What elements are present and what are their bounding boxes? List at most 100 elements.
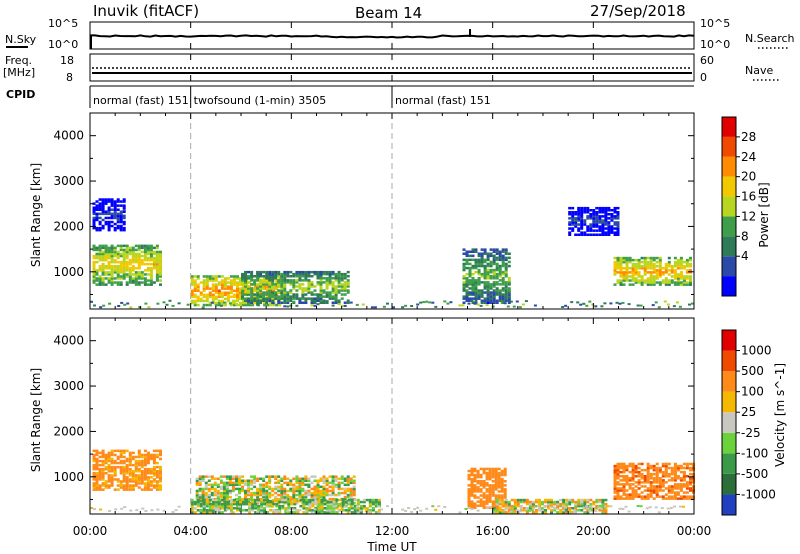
heatmap-cell (577, 509, 581, 512)
heatmap-cell (287, 504, 291, 508)
heatmap-cell (274, 275, 278, 278)
heatmap-cell (214, 509, 218, 512)
heatmap-cell (236, 277, 239, 280)
heatmap-cell (292, 489, 296, 493)
heatmap-cell (301, 483, 305, 487)
heatmap-cell (119, 220, 123, 224)
heatmap-cell (125, 465, 129, 469)
heatmap-cell (637, 470, 641, 474)
heatmap-cell (211, 297, 215, 301)
heatmap-cell (301, 295, 305, 298)
heatmap-cell (646, 487, 650, 490)
heatmap-cell (589, 215, 593, 218)
heatmap-cell (265, 481, 269, 485)
heatmap-cell (223, 291, 227, 294)
heatmap-cell (125, 256, 129, 260)
heatmap-cell (104, 200, 108, 203)
heatmap-cell (344, 500, 348, 504)
heatmap-cell (152, 449, 156, 453)
heatmap-cell (205, 293, 209, 297)
heatmap-cell (504, 266, 508, 270)
heatmap-cell (328, 481, 332, 485)
heatmap-cell (229, 509, 233, 512)
heatmap-cell (110, 271, 114, 274)
heatmap-cell (289, 283, 293, 286)
heatmap-cell (140, 474, 144, 477)
heatmap-cell (340, 507, 344, 510)
heatmap-cell (331, 493, 335, 497)
heatmap-cell (500, 477, 504, 481)
heatmap-cell (256, 279, 260, 282)
heatmap-cell (331, 270, 335, 274)
heatmap-cell (504, 504, 508, 508)
heatmap-cell (483, 285, 487, 288)
heatmap-cell (244, 479, 247, 482)
heatmap-cell (528, 507, 532, 510)
heatmap-cell (202, 275, 206, 278)
heatmap-cell (107, 206, 111, 209)
heatmap-cell (128, 453, 132, 457)
heatmap-cell (113, 267, 117, 270)
heatmap-cell (652, 269, 656, 272)
heatmap-cell (613, 487, 617, 490)
heatmap-cell (104, 267, 108, 270)
heatmap-cell (489, 287, 493, 290)
heatmap-cell (146, 461, 150, 465)
heatmap-cell (241, 272, 244, 276)
heatmap-cell (110, 273, 114, 276)
heatmap-cell (649, 477, 653, 480)
heatmap-cell (568, 223, 572, 226)
heatmap-cell (507, 260, 511, 264)
heatmap-cell (232, 502, 236, 506)
heatmap-cell (216, 493, 220, 497)
heatmap-cell (262, 491, 266, 495)
heatmap-cell (128, 470, 132, 473)
heatmap-cell (538, 498, 541, 502)
heatmap-cell (689, 487, 692, 490)
heatmap-cell (159, 256, 162, 260)
heatmap-cell (616, 493, 620, 496)
heatmap-cell (277, 301, 281, 304)
heatmap-cell (598, 509, 602, 512)
heatmap-cell (485, 304, 489, 307)
heatmap-cell (251, 509, 255, 512)
heatmap-cell (640, 277, 644, 280)
heatmap-cell (93, 304, 96, 307)
heatmap-cell (661, 479, 665, 482)
heatmap-cell (689, 256, 692, 260)
heatmap-cell (673, 283, 677, 286)
heatmap-cell (595, 225, 599, 228)
heatmap-cell (468, 281, 472, 284)
heatmap-cell (241, 283, 244, 286)
heatmap-cell (655, 260, 659, 264)
heatmap-cell (610, 229, 614, 232)
heatmap-cell (471, 272, 475, 276)
heatmap-cell (600, 507, 604, 510)
heatmap-cell (217, 295, 221, 299)
heatmap-cell (254, 502, 258, 506)
heatmap-cell (349, 493, 353, 497)
heatmap-cell (295, 281, 299, 284)
heatmap-cell (673, 256, 677, 260)
heatmap-cell (317, 502, 321, 506)
heatmap-cell (266, 285, 270, 288)
heatmap-cell (134, 281, 138, 284)
heatmap-cell (495, 266, 499, 270)
heatmap-cell (159, 254, 162, 258)
heatmap-cell (501, 262, 505, 266)
heatmap-cell (577, 502, 581, 506)
heatmap-cell (289, 275, 293, 278)
heatmap-cell (343, 287, 347, 290)
heatmap-cell (259, 283, 263, 286)
heatmap-cell (323, 502, 327, 506)
heatmap-cell (155, 482, 159, 485)
heatmap-cell (610, 219, 614, 222)
heatmap-cell (658, 260, 662, 264)
heatmap-cell (251, 507, 255, 510)
heatmap-cell (485, 498, 489, 501)
heatmap-cell (476, 488, 480, 491)
heatmap-cell (337, 477, 341, 480)
heatmap-cell (601, 511, 605, 514)
heatmap-cell (636, 505, 640, 507)
heatmap-cell (489, 252, 493, 255)
